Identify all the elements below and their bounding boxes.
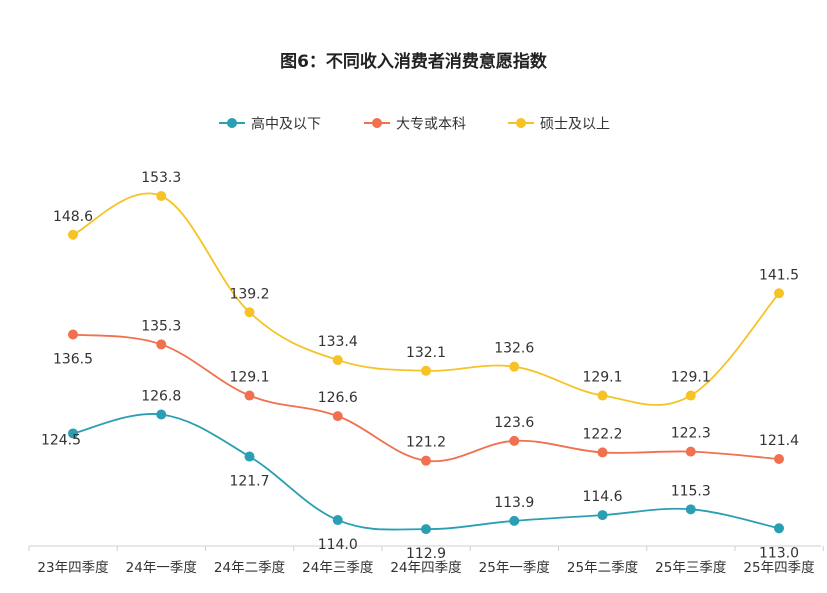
data-point[interactable] (156, 339, 167, 350)
legend-label-2[interactable]: 硕士及以上 (540, 117, 610, 133)
x-tick-label: 25年二季度 (567, 560, 638, 576)
data-label: 122.2 (582, 426, 622, 442)
data-point[interactable] (509, 361, 520, 372)
data-label: 135.3 (141, 318, 181, 334)
data-point[interactable] (685, 390, 696, 401)
data-point[interactable] (774, 523, 784, 534)
data-label: 132.1 (406, 345, 446, 361)
data-label: 139.2 (229, 286, 269, 302)
data-point[interactable] (68, 329, 78, 340)
x-tick-label: 25年一季度 (479, 560, 550, 576)
x-tick-label: 25年四季度 (743, 560, 814, 576)
data-point[interactable] (597, 510, 608, 521)
data-label: 123.6 (494, 415, 534, 431)
data-point[interactable] (597, 390, 608, 401)
data-point[interactable] (332, 411, 343, 422)
data-point[interactable] (68, 229, 78, 240)
data-point[interactable] (332, 515, 343, 526)
data-label: 136.5 (53, 352, 93, 368)
data-label: 121.2 (406, 435, 446, 451)
data-point[interactable] (156, 190, 167, 201)
x-tick-label: 24年三季度 (302, 560, 373, 576)
data-label: 126.6 (318, 390, 358, 406)
data-label: 121.7 (229, 474, 269, 490)
data-label: 121.4 (759, 433, 799, 449)
x-tick-label: 24年二季度 (214, 560, 285, 576)
data-point[interactable] (685, 504, 696, 515)
data-label: 114.0 (318, 537, 358, 553)
data-point[interactable] (597, 447, 608, 458)
data-point[interactable] (774, 454, 784, 465)
x-tick-label: 23年四季度 (37, 560, 108, 576)
data-label: 113.0 (759, 545, 799, 561)
legend-label-0[interactable]: 高中及以下 (251, 116, 321, 133)
data-point[interactable] (421, 365, 431, 376)
data-label: 126.8 (141, 388, 181, 404)
data-point[interactable] (244, 390, 255, 401)
data-label: 129.1 (671, 370, 711, 386)
x-tick-label: 25年三季度 (655, 560, 726, 576)
x-tick-label: 24年四季度 (390, 560, 461, 576)
data-point[interactable] (509, 435, 520, 446)
chart-title: 图6：不同收入消费者消费意愿指数 (280, 52, 547, 72)
data-point[interactable] (68, 428, 78, 439)
data-label: 133.4 (318, 334, 358, 350)
data-label: 115.3 (671, 483, 711, 499)
data-point[interactable] (509, 515, 520, 526)
data-label: 148.6 (53, 209, 93, 225)
data-label: 114.6 (582, 489, 622, 505)
data-label: 124.5 (41, 432, 81, 448)
legend-marker-2[interactable] (516, 118, 526, 128)
data-label: 141.5 (759, 267, 799, 283)
data-label: 129.1 (582, 370, 622, 386)
data-label: 153.3 (141, 170, 181, 186)
data-label: 132.6 (494, 341, 534, 357)
data-point[interactable] (685, 446, 696, 457)
data-label: 122.3 (671, 426, 711, 442)
data-label: 129.1 (229, 370, 269, 386)
x-tick-label: 24年一季度 (126, 560, 197, 576)
legend-marker-0[interactable] (227, 118, 237, 128)
data-label: 113.9 (494, 495, 534, 511)
legend-label-1[interactable]: 大专或本科 (396, 117, 466, 133)
data-point[interactable] (332, 355, 343, 366)
data-point[interactable] (244, 451, 255, 462)
data-point[interactable] (421, 524, 431, 535)
legend-marker-1[interactable] (372, 118, 382, 128)
data-point[interactable] (774, 288, 784, 299)
data-point[interactable] (244, 307, 255, 318)
data-point[interactable] (156, 409, 167, 420)
data-label: 112.9 (406, 546, 446, 562)
data-point[interactable] (421, 455, 431, 466)
